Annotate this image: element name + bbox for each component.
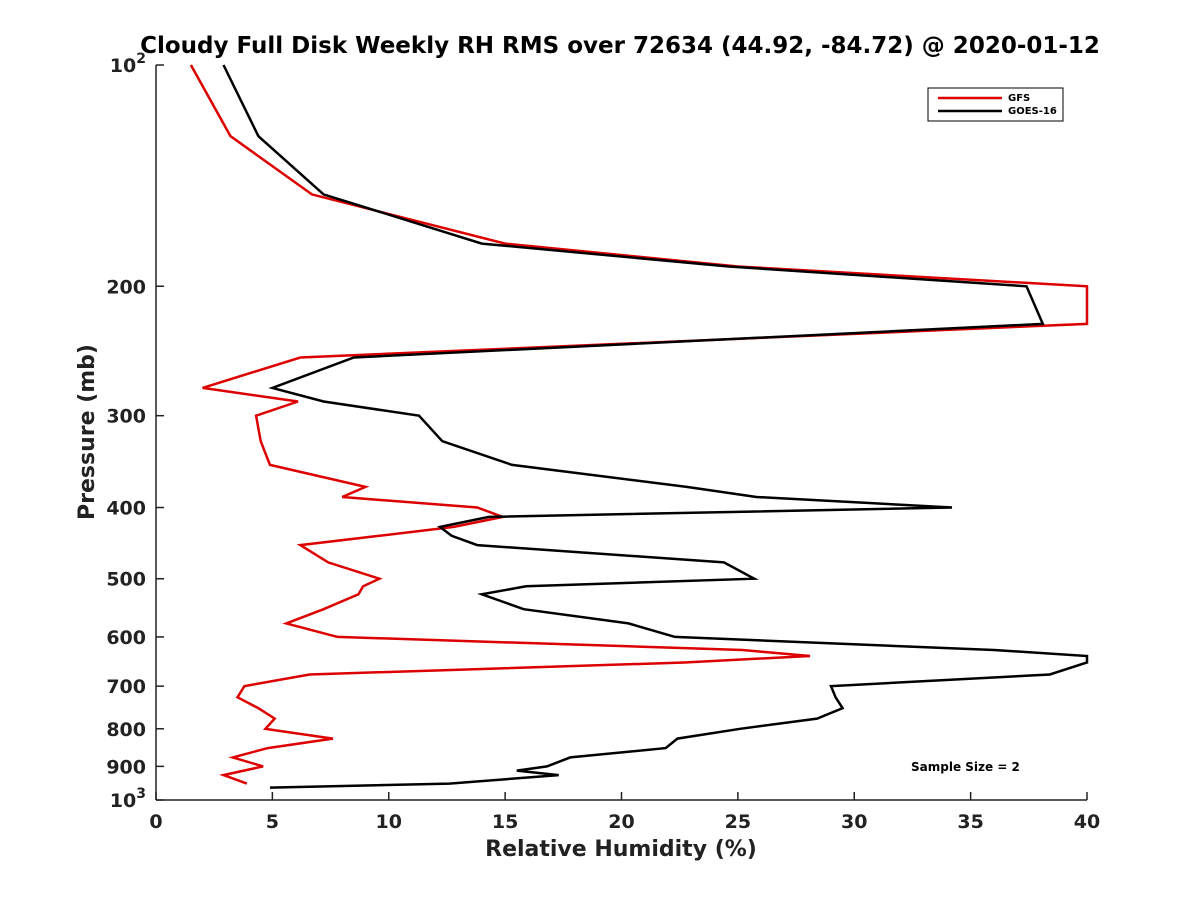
x-tick-label: 20: [608, 811, 634, 833]
x-tick-label: 40: [1074, 811, 1100, 833]
chart-title: Cloudy Full Disk Weekly RH RMS over 7263…: [140, 33, 1100, 59]
y-axis-label: Pressure (mb): [75, 344, 100, 520]
x-tick-label: 30: [841, 811, 867, 833]
y-tick-label: 102: [110, 51, 146, 77]
x-tick-label: 0: [149, 811, 162, 833]
legend-box: [927, 87, 1064, 122]
legend-label-gfs: GFS: [1008, 93, 1030, 104]
y-tick-label: 700: [106, 676, 146, 698]
sample-size-annotation: Sample Size = 2: [911, 760, 1020, 774]
x-axis-ticks: 0 5 10 15 20 25 30 35 40: [149, 792, 1100, 833]
y-tick-label: 900: [106, 756, 146, 778]
x-tick-label: 15: [492, 811, 518, 833]
x-axis-label: Relative Humidity (%): [485, 837, 757, 862]
x-tick-label: 10: [376, 811, 402, 833]
y-tick-label: 103: [110, 786, 146, 812]
y-tick-label: 800: [106, 719, 146, 741]
x-tick-label: 5: [266, 811, 279, 833]
y-tick-label: 600: [106, 627, 146, 649]
series-line-goes16: [222, 64, 1089, 789]
x-tick-label: 25: [725, 811, 751, 833]
y-tick-label: 200: [106, 276, 146, 298]
legend: GFS GOES-16: [927, 87, 1064, 122]
series-line-gfs: [189, 64, 1089, 785]
y-tick-label: 500: [106, 569, 146, 591]
x-tick-label: 35: [957, 811, 983, 833]
y-axis-ticks: 102 200 300 400 500 600 700 800 900 103: [106, 51, 164, 812]
legend-label-goes16: GOES-16: [1008, 106, 1057, 117]
series-layer: [189, 64, 1089, 789]
y-tick-label: 300: [106, 406, 146, 428]
y-tick-label: 400: [106, 498, 146, 520]
